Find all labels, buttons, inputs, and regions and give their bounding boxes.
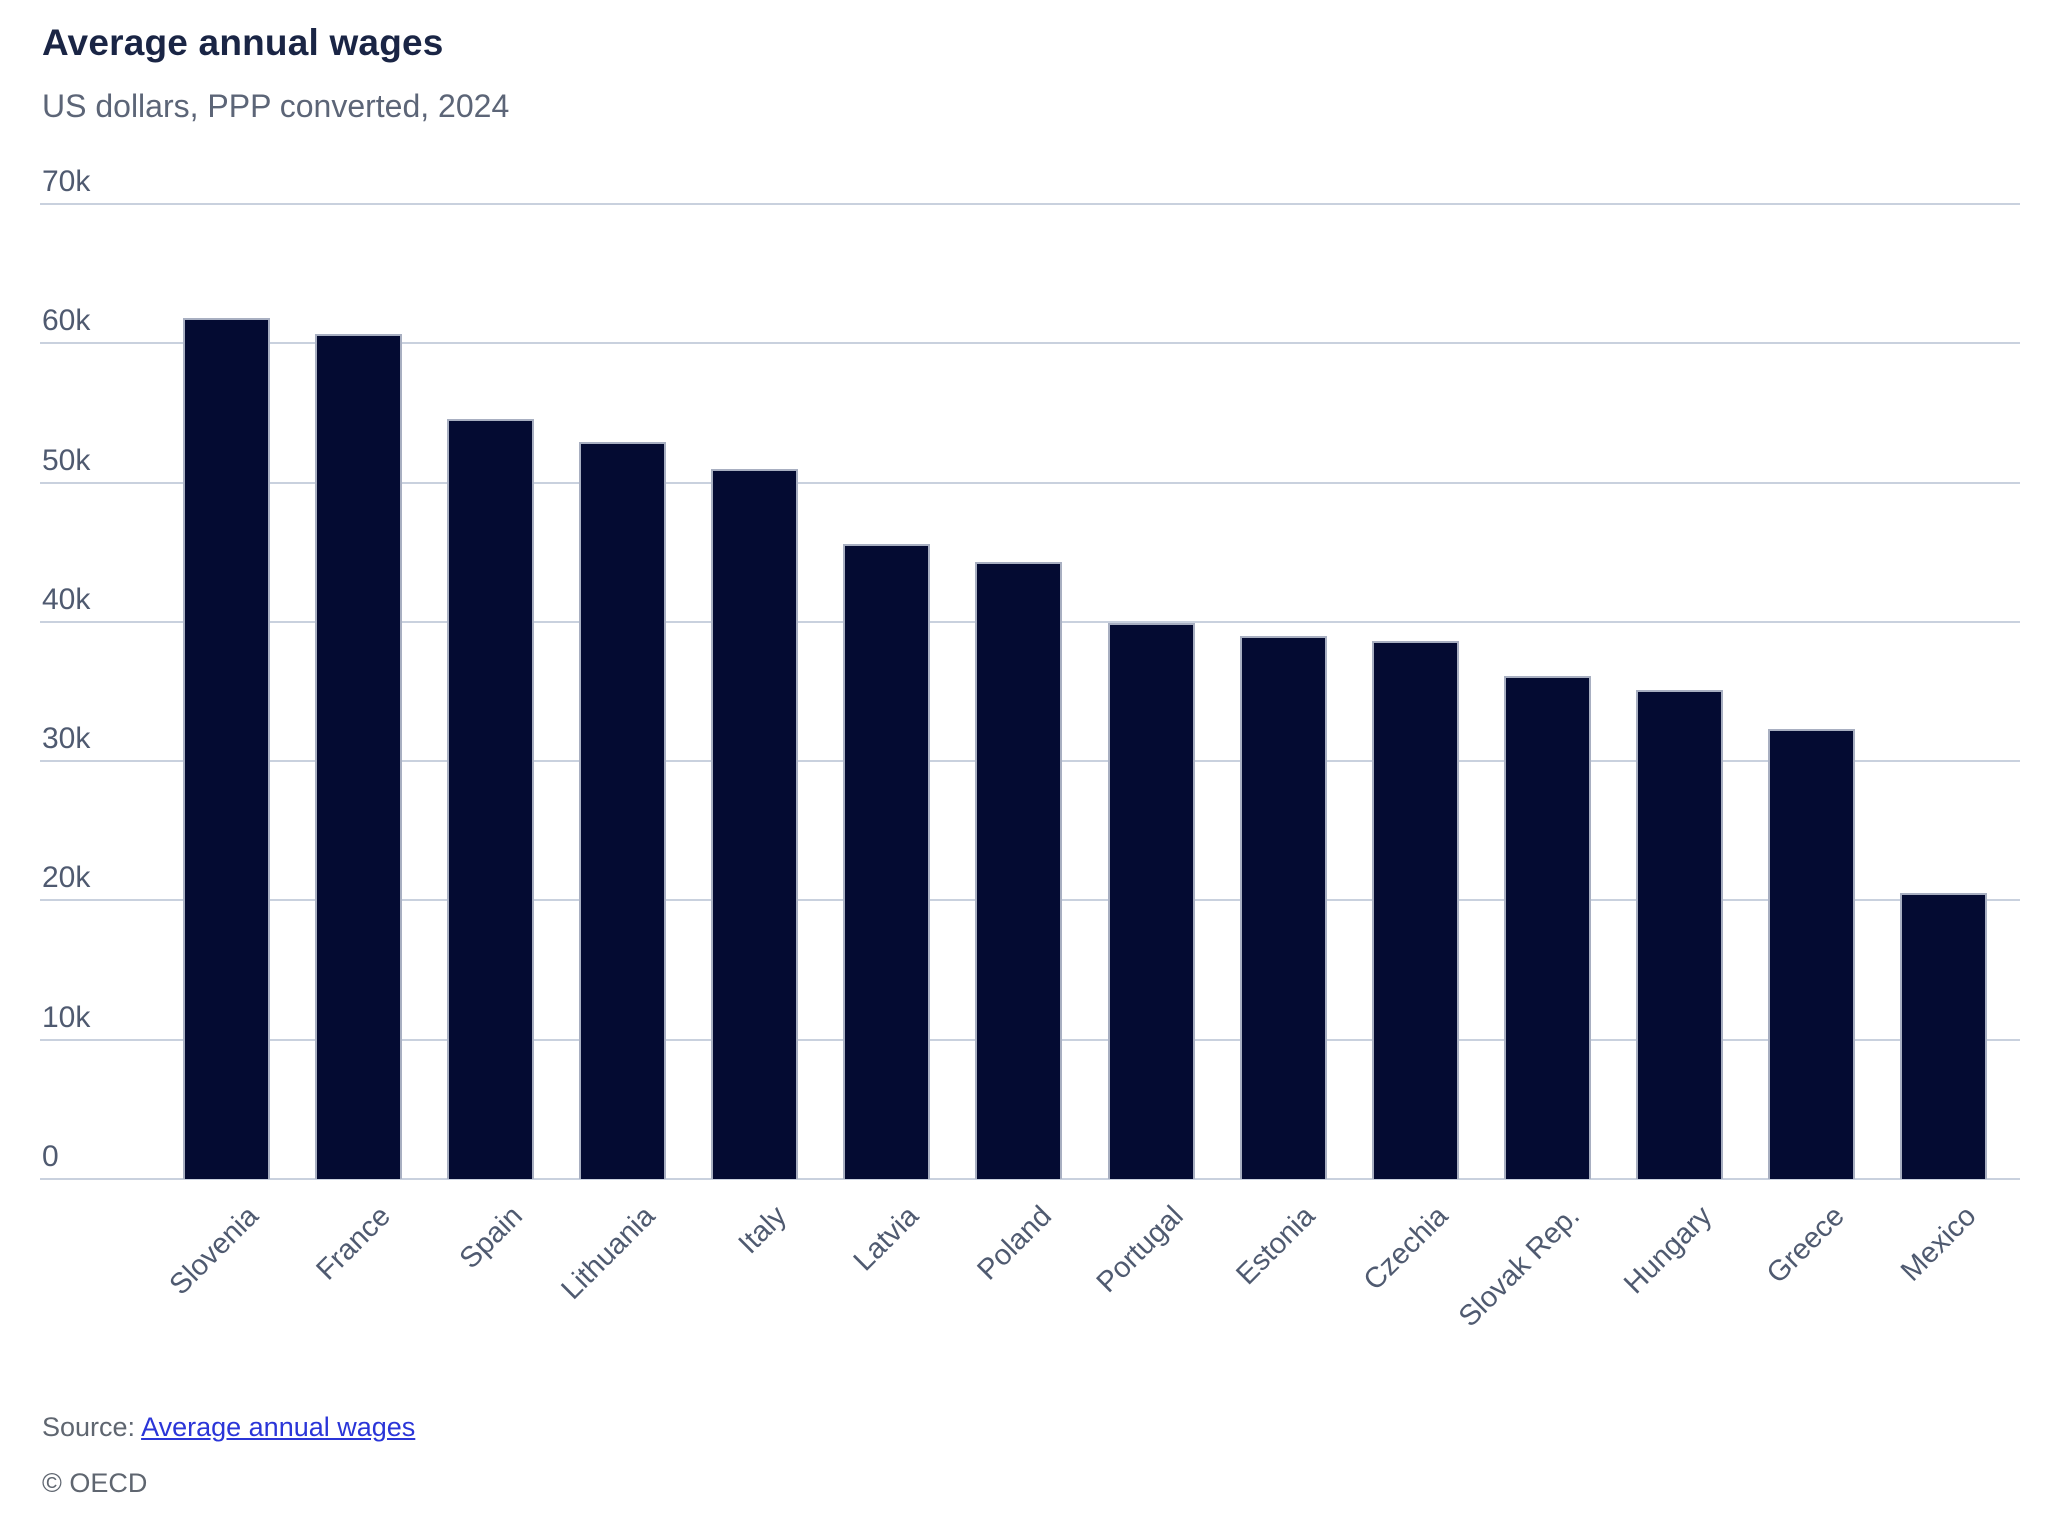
bar-greece[interactable]	[1768, 729, 1856, 1179]
bar-czechia[interactable]	[1371, 641, 1459, 1179]
bar-latvia[interactable]	[843, 543, 931, 1179]
copyright: © OECD	[42, 1468, 148, 1498]
bar-italy[interactable]	[711, 468, 799, 1179]
x-label-portugal: Portugal	[1090, 1200, 1190, 1300]
x-label-slovak-rep: Slovak Rep.	[1452, 1200, 1587, 1334]
chart-title: Average annual wages	[42, 22, 444, 63]
bar-spain[interactable]	[446, 418, 534, 1179]
x-label-lithuania: Lithuania	[555, 1200, 662, 1306]
bar-mexico[interactable]	[1900, 893, 1988, 1179]
y-tick-label-70k: 70k	[42, 165, 91, 198]
chart-subtitle: US dollars, PPP converted, 2024	[42, 88, 510, 124]
bar-slovak-rep[interactable]	[1504, 676, 1591, 1179]
x-label-estonia: Estonia	[1230, 1200, 1322, 1292]
source-line: Source: Average annual wages	[42, 1412, 415, 1443]
source-link[interactable]: Average annual wages	[141, 1412, 416, 1442]
y-tick-label-20k: 20k	[42, 861, 91, 895]
gridline-50k	[40, 481, 2020, 484]
bar-hungary[interactable]	[1636, 690, 1724, 1179]
x-label-poland: Poland	[971, 1200, 1058, 1287]
y-tick-label-60k: 60k	[42, 304, 91, 338]
bar-slovenia[interactable]	[182, 318, 270, 1179]
gridline-60k	[40, 342, 2020, 345]
gridline-70k	[40, 203, 2020, 205]
x-label-slovenia: Slovenia	[163, 1200, 265, 1302]
y-tick-label-30k: 30k	[42, 722, 91, 756]
bar-france[interactable]	[314, 333, 402, 1179]
x-label-france: France	[310, 1200, 397, 1287]
bar-poland[interactable]	[975, 561, 1063, 1179]
x-label-latvia: Latvia	[848, 1200, 926, 1278]
x-label-spain: Spain	[453, 1200, 529, 1276]
source-label: Source:	[42, 1412, 136, 1442]
x-label-czechia: Czechia	[1357, 1200, 1454, 1297]
x-label-hungary: Hungary	[1618, 1200, 1719, 1301]
bar-lithuania[interactable]	[579, 442, 666, 1179]
y-tick-label-40k: 40k	[42, 582, 91, 616]
y-tick-label-50k: 50k	[42, 443, 91, 477]
x-label-mexico: Mexico	[1894, 1200, 1983, 1288]
x-label-italy: Italy	[733, 1200, 794, 1261]
x-label-greece: Greece	[1760, 1200, 1851, 1290]
y-tick-label-10k: 10k	[42, 1000, 91, 1034]
y-tick-label-0: 0	[42, 1140, 59, 1173]
gridline-0	[40, 1178, 2020, 1180]
bar-estonia[interactable]	[1239, 635, 1327, 1179]
bar-portugal[interactable]	[1107, 623, 1195, 1179]
